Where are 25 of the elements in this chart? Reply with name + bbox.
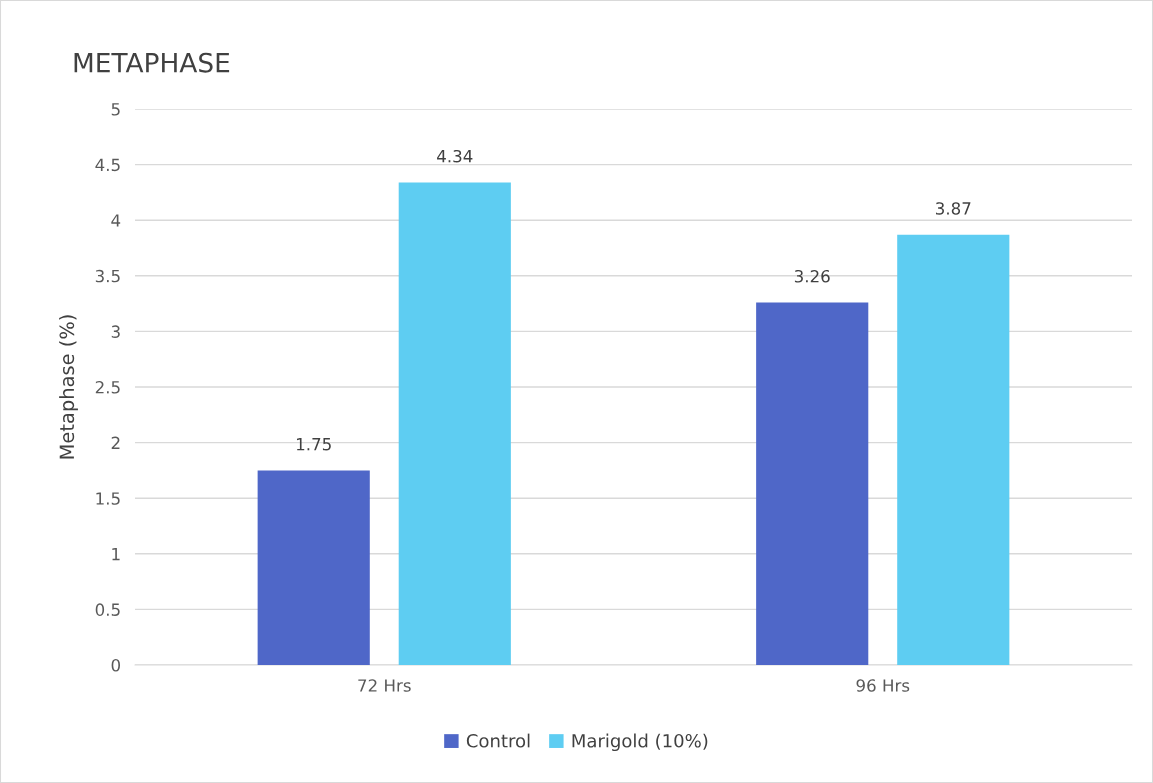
bar	[398, 182, 511, 665]
x-tick-label: 72 Hrs	[358, 679, 411, 692]
data-label: 3.26	[794, 269, 830, 283]
y-tick-label: 3	[111, 325, 120, 338]
y-tick-label: 0.5	[95, 603, 120, 616]
y-tick-label: 0	[111, 658, 120, 672]
bar	[897, 234, 1010, 665]
y-tick-label: 4	[111, 214, 121, 227]
data-label: 4.34	[437, 149, 473, 163]
bar	[756, 302, 869, 665]
y-tick-label: 2.5	[95, 380, 120, 394]
data-label: 1.75	[296, 438, 331, 451]
legend-label: Marigold (10%)	[572, 733, 708, 752]
y-axis-title: Metaphase (%)	[59, 315, 78, 459]
y-tick-label: 2	[111, 436, 120, 449]
chart-title: METAPHASE	[74, 52, 230, 73]
y-tick-label: 3.5	[95, 269, 120, 283]
y-tick-label: 1	[112, 547, 120, 561]
x-tick-label: 96 Hrs	[856, 679, 910, 692]
y-tick-label: 1.5	[96, 492, 120, 505]
bar	[257, 470, 370, 665]
data-label: 3.87	[936, 202, 971, 215]
y-tick-label: 5	[111, 103, 120, 116]
y-tick-label: 4.5	[95, 158, 120, 172]
legend-label: Control	[466, 733, 530, 748]
